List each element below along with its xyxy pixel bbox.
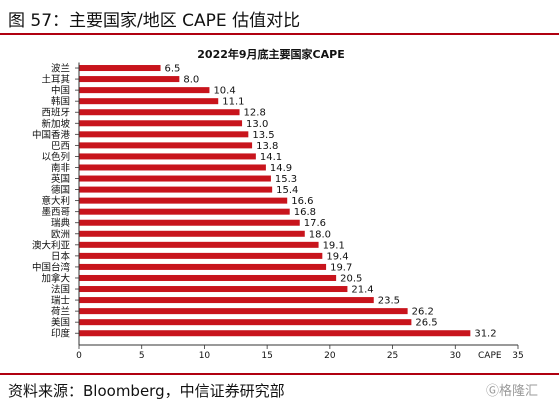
bar	[79, 241, 319, 248]
category-label: 瑞士	[51, 295, 71, 307]
category-label: 波兰	[51, 63, 70, 75]
bar	[79, 131, 249, 138]
category-label: 加拿大	[41, 272, 70, 284]
value-label: 18.0	[309, 229, 331, 240]
x-tick-label: 30	[450, 351, 462, 361]
value-label: 12.8	[244, 108, 266, 119]
bar	[79, 263, 327, 270]
value-label: 19.7	[330, 262, 352, 273]
bar	[79, 142, 253, 149]
value-label: 14.9	[270, 163, 292, 174]
value-label: 31.2	[474, 329, 496, 340]
top-divider	[0, 33, 559, 35]
category-label: 法国	[51, 284, 70, 296]
figure-title: 图 57：主要国家/地区 CAPE 估值对比	[8, 11, 301, 31]
chart-title: 2022年9月底主要国家CAPE	[197, 47, 344, 61]
watermark-logo: Ⓖ格隆汇	[486, 384, 539, 399]
bar	[79, 98, 219, 105]
value-label: 26.5	[415, 318, 437, 329]
value-label: 17.6	[304, 218, 326, 229]
value-label: 19.4	[326, 251, 348, 262]
bar	[79, 164, 266, 171]
bar	[79, 308, 408, 315]
bar	[79, 65, 161, 72]
x-tick-label: 5	[139, 351, 145, 361]
x-tick-label: 10	[199, 351, 211, 361]
bar	[79, 319, 412, 326]
category-label: 巴西	[51, 141, 70, 152]
value-label: 14.1	[260, 152, 282, 163]
x-tick-label: 15	[261, 351, 272, 361]
x-tick-label: 0	[76, 351, 82, 361]
category-label: 中国	[51, 85, 70, 97]
value-label: 19.1	[323, 240, 345, 251]
category-label: 欧洲	[51, 228, 70, 240]
category-label: 美国	[51, 317, 70, 329]
value-label: 6.5	[165, 64, 181, 75]
value-label: 16.8	[294, 207, 316, 218]
value-label: 21.4	[351, 285, 373, 296]
value-label: 20.5	[340, 273, 362, 284]
category-label: 南非	[51, 162, 71, 174]
value-label: 11.1	[222, 97, 244, 108]
category-label: 英国	[51, 173, 70, 185]
category-label: 西班牙	[41, 107, 70, 119]
category-label: 墨西哥	[41, 207, 70, 218]
category-label: 印度	[51, 328, 71, 340]
bar	[79, 274, 337, 281]
value-labels: 6.58.010.411.112.813.013.513.814.114.915…	[165, 64, 497, 340]
category-label: 意大利	[41, 195, 70, 207]
x-tick-label: 20	[324, 351, 336, 361]
x-tick-label: 25	[387, 351, 398, 361]
value-label: 8.0	[183, 75, 199, 86]
value-label: 13.8	[256, 141, 278, 152]
category-label: 中国香港	[32, 129, 71, 141]
bar	[79, 120, 243, 127]
value-label: 23.5	[378, 296, 400, 307]
bar	[79, 153, 256, 160]
x-tick-label: 35	[512, 351, 523, 361]
category-labels: 波兰土耳其中国韩国西班牙新加坡中国香港巴西以色列南非英国德国意大利墨西哥瑞典欧洲…	[32, 63, 71, 340]
bottom-divider	[0, 373, 559, 375]
cape-bar-chart: 2022年9月底主要国家CAPE 波兰土耳其中国韩国西班牙新加坡中国香港巴西以色…	[32, 47, 524, 361]
value-label: 15.4	[276, 185, 298, 196]
category-label: 日本	[51, 250, 71, 262]
bar	[79, 87, 210, 94]
category-label: 瑞典	[51, 217, 71, 229]
bar	[79, 186, 273, 193]
bar	[79, 297, 374, 304]
category-label: 新加坡	[41, 118, 70, 130]
value-label: 10.4	[213, 86, 235, 97]
bar	[79, 219, 300, 226]
bars-layer	[79, 65, 471, 337]
value-label: 13.0	[246, 119, 268, 130]
value-label: 16.6	[291, 196, 313, 207]
bar	[79, 286, 348, 293]
bar	[79, 252, 323, 259]
category-label: 德国	[51, 184, 70, 196]
bar	[79, 76, 180, 83]
bar	[79, 197, 288, 204]
bar	[79, 330, 471, 337]
value-label: 26.2	[412, 307, 434, 318]
category-label: 土耳其	[41, 74, 70, 86]
category-label: 澳大利亚	[32, 239, 71, 251]
value-label: 15.3	[275, 174, 297, 185]
bar	[79, 208, 290, 215]
category-label: 韩国	[51, 96, 70, 108]
value-label: 13.5	[252, 130, 274, 141]
bar	[79, 230, 305, 237]
x-axis: 0 5 10 15 20 25 30 35	[75, 62, 524, 361]
bar	[79, 175, 271, 182]
category-label: 以色列	[41, 151, 70, 163]
category-label: 荷兰	[51, 306, 70, 318]
source-note: 资料来源：Bloomberg，中信证券研究部	[8, 382, 285, 400]
x-axis-label: CAPE	[478, 351, 502, 361]
category-label: 中国台湾	[32, 261, 71, 273]
bar	[79, 109, 240, 116]
